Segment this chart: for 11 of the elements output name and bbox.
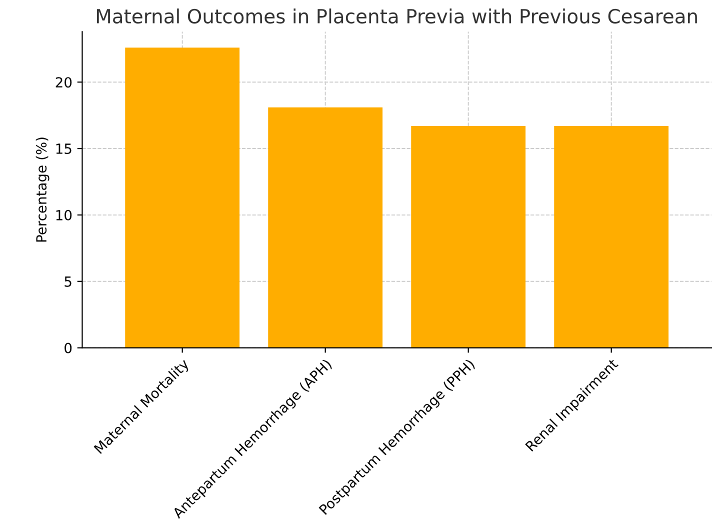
bar xyxy=(554,126,669,348)
y-tick-label: 15 xyxy=(56,144,72,154)
y-tick-label: 0 xyxy=(64,342,72,354)
bar xyxy=(125,48,240,348)
y-axis-title: Percentage (%) xyxy=(36,138,50,242)
y-tick-label: 5 xyxy=(64,276,72,287)
y-tick-label: 20 xyxy=(56,77,72,88)
chart-title: Maternal Outcomes in Placenta Previa with Previous Cesarean xyxy=(96,8,697,24)
y-tick-label: 10 xyxy=(56,210,72,220)
bar xyxy=(268,107,383,348)
bar xyxy=(411,126,526,348)
